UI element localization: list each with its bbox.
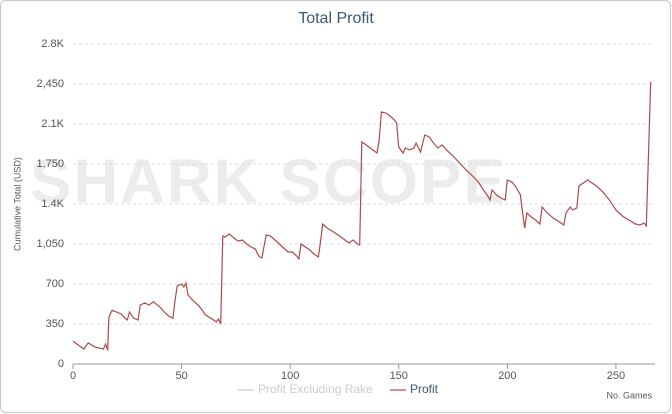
x-tick-label: 250	[607, 370, 625, 382]
y-tick-label: 2.8K	[41, 38, 64, 50]
x-tick-label: 150	[390, 370, 408, 382]
chart-title: Total Profit	[298, 10, 374, 27]
watermark: SHARK SCOPE	[30, 147, 507, 216]
x-tick-label: 100	[281, 370, 299, 382]
legend-label: Profit Excluding Rake	[258, 382, 373, 396]
y-tick-label: 1,050	[36, 238, 64, 250]
y-axis-title: Cumulative Total (USD)	[12, 157, 22, 251]
legend-label: Profit	[410, 382, 439, 396]
x-axis-title: No. Games	[606, 390, 652, 400]
profit-line	[72, 81, 652, 351]
x-tick-label: 0	[70, 370, 76, 382]
y-tick-label: 700	[46, 278, 64, 290]
y-tick-label: 1,750	[36, 158, 64, 170]
y-tick-label: 1.4K	[41, 198, 64, 210]
y-tick-label: 2,450	[36, 78, 64, 90]
x-tick-label: 50	[175, 370, 187, 382]
y-tick-label: 2.1K	[41, 118, 64, 130]
x-tick-label: 200	[498, 370, 516, 382]
y-tick-label: 0	[58, 358, 64, 370]
y-tick-label: 350	[46, 318, 64, 330]
